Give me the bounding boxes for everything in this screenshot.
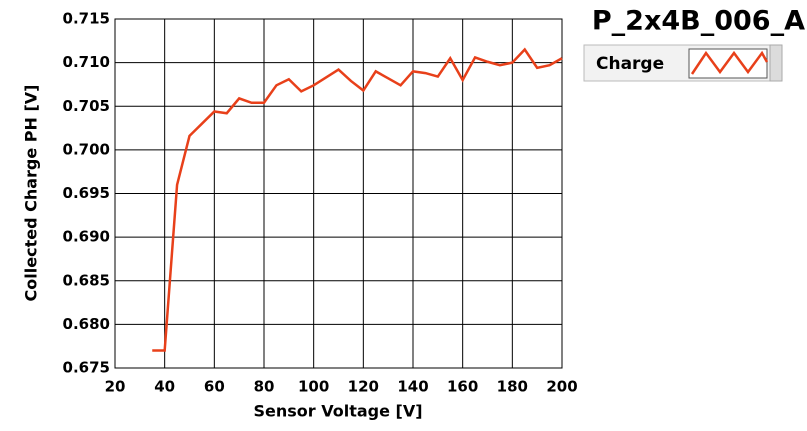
x-tick-label: 200 [546,378,577,396]
plot-border [114,18,563,369]
y-tick-label: 0.695 [63,184,110,202]
y-tick-label: 0.690 [63,228,110,246]
x-tick-label: 100 [298,378,329,396]
y-tick-label: 0.700 [63,140,110,158]
x-tick-label: 160 [447,378,478,396]
legend-swatch [690,50,769,75]
y-axis-title: Collected Charge PH [V] [22,85,41,302]
x-tick-label: 120 [348,378,379,396]
legend-label: Charge [596,54,664,74]
y-tick-label: 0.710 [63,53,110,71]
legend-scrollbar [769,44,783,82]
x-tick-label: 40 [154,378,175,396]
x-tick-label: 20 [105,378,126,396]
x-tick-label: 80 [254,378,275,396]
x-tick-label: 180 [497,378,528,396]
chart-title: P_2x4B_006_A [592,6,805,37]
x-tick-label: 60 [204,378,225,396]
y-tick-label: 0.685 [63,271,110,289]
data-line [152,47,563,352]
y-tick-label: 0.680 [63,315,110,333]
x-tick-label: 140 [397,378,428,396]
y-tick-label: 0.705 [63,97,110,115]
x-axis-title: Sensor Voltage [V] [253,402,422,421]
y-tick-label: 0.675 [63,359,110,377]
y-tick-label: 0.715 [63,10,110,28]
